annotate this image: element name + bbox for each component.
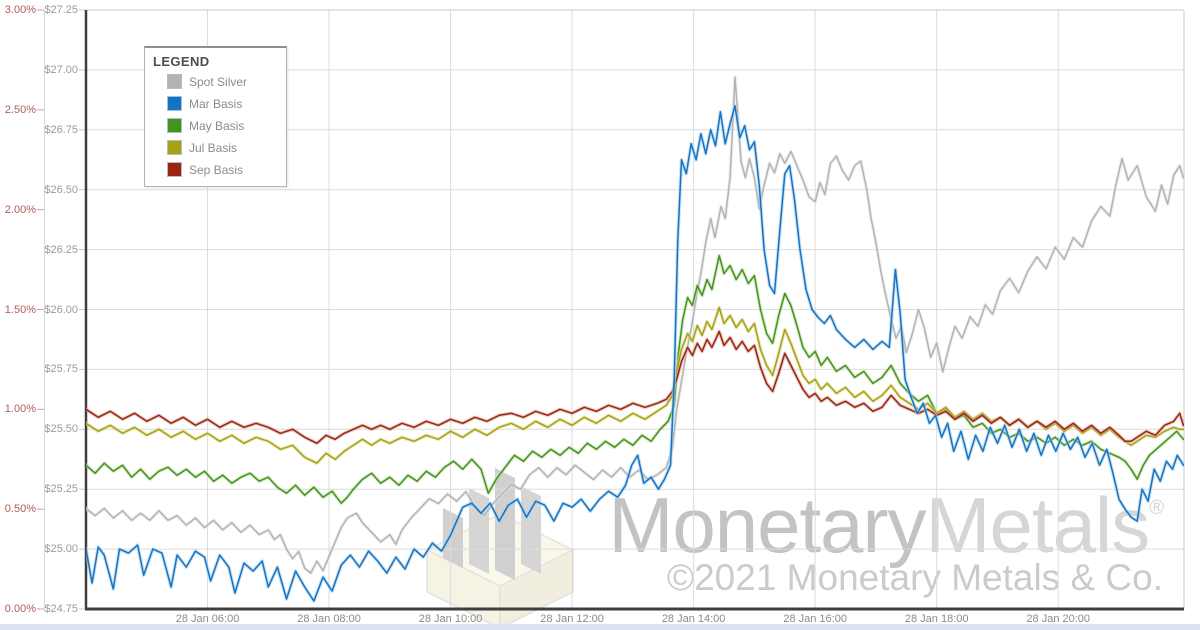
legend-item-label: Jul Basis [189,140,238,155]
legend-item-label: Mar Basis [189,96,243,111]
jul-basis-line [86,306,1184,464]
mar-basis-line [86,105,1184,602]
legend-swatch-icon [167,96,182,111]
time-tick-label: 28 Jan 06:00 [175,613,240,625]
price-tick-label: $27.25 [44,4,78,16]
percent-tick-label: 2.50% [4,103,36,116]
price-tick-label: $26.25 [44,243,78,256]
legend-item-label: Spot Silver [189,74,248,89]
time-tick-label: 28 Jan 08:00 [297,613,361,625]
time-tick-label: 28 Jan 18:00 [904,613,969,625]
sep-basis-halo [86,329,1184,446]
time-tick-label: 28 Jan 12:00 [540,613,604,625]
legend-swatch-icon [167,118,182,133]
spot-silver-line [86,76,1184,574]
price-tick-label: $25.25 [44,483,78,496]
price-tick-label: $26.75 [44,123,78,136]
price-tick-label: $25.50 [44,423,78,436]
time-tick-label: 28 Jan 14:00 [661,613,726,625]
percent-tick-label: 1.50% [4,303,36,316]
percent-tick-label: 3.00% [4,4,36,16]
time-tick-label: 28 Jan 10:00 [418,613,483,625]
legend: LEGEND Spot Silver Mar Basis May Basis Jul … [144,46,287,187]
time-tick-label: 28 Jan 16:00 [783,613,847,625]
legend-item: Sep Basis [167,162,278,177]
legend-item: Jul Basis [167,140,278,155]
percent-tick-label: 0.00% [4,603,36,615]
percent-tick-label: 1.00% [4,403,36,416]
legend-item: Spot Silver [167,74,278,89]
percent-tick-label: 0.50% [4,503,36,516]
legend-swatch-icon [167,140,182,155]
price-tick-label: $26.00 [44,303,78,316]
sep-basis-line [86,330,1184,445]
price-tick-label: $25.00 [44,543,78,556]
legend-item-label: May Basis [189,118,245,133]
legend-item: May Basis [167,118,278,133]
series-layer [86,75,1184,603]
price-tick-label: $26.50 [44,183,78,196]
price-tick-label: $25.75 [44,363,78,376]
percent-tick-label: 2.00% [4,203,36,216]
price-tick-label: $27.00 [44,63,78,76]
legend-title: LEGEND [153,54,210,69]
legend-items: Spot Silver Mar Basis May Basis Jul Basis Se… [153,74,278,177]
may-basis-line [86,254,1184,504]
legend-item: Mar Basis [167,96,278,111]
time-tick-label: 28 Jan 20:00 [1026,613,1091,625]
legend-swatch-icon [167,162,182,177]
legend-item-label: Sep Basis [189,162,244,177]
price-tick-label: $24.75 [44,603,78,615]
bottom-page-strip [0,624,1200,630]
legend-swatch-icon [167,74,182,89]
